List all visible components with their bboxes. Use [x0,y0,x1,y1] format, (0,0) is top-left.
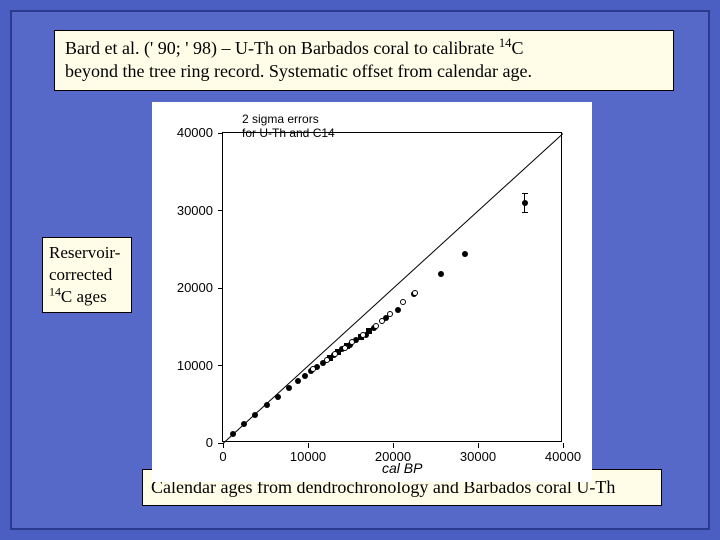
ylabel-sup: 14 [49,285,61,299]
slide-frame: Bard et al. (' 90; ' 98) – U-Th on Barba… [10,10,710,530]
x-tick-label: 0 [203,449,243,464]
data-point [295,378,301,384]
data-point [395,307,401,313]
data-point [438,271,444,277]
data-point [349,339,355,345]
data-point [522,200,528,206]
y-tick-label: 0 [163,435,213,450]
data-point [241,421,247,427]
data-point [387,311,393,317]
y-tick-label: 30000 [163,203,213,218]
y-tick-label: 40000 [163,125,213,140]
error-bar-cap [522,193,528,194]
x-tick-label: 10000 [288,449,328,464]
x-axis-title: cal BP [382,460,422,476]
data-point [310,366,316,372]
data-point [379,318,385,324]
y-tick [218,365,223,366]
y-tick [218,288,223,289]
y-tick [218,210,223,211]
x-tick [308,443,309,448]
title-caption-box: Bard et al. (' 90; ' 98) – U-Th on Barba… [54,30,674,91]
x-tick [393,443,394,448]
x-tick-label: 40000 [543,449,583,464]
data-point [373,323,379,329]
data-point [342,345,348,351]
data-point [400,299,406,305]
y-tick-label: 10000 [163,358,213,373]
data-point [366,328,372,334]
ylabel-line1: Reservoir- [49,243,120,262]
data-point [332,351,338,357]
data-point [230,431,236,437]
title-text-post: C [511,38,523,58]
data-point [302,373,308,379]
data-point [252,412,258,418]
y-tick [218,133,223,134]
x-tick-label: 30000 [458,449,498,464]
y-tick-label: 20000 [163,280,213,295]
scatter-chart: 2 sigma errors for U-Th and C14 01000020… [152,102,592,482]
data-point [286,385,292,391]
data-point [412,290,418,296]
data-point [324,357,330,363]
y-axis-caption-box: Reservoir- corrected 14C ages [42,237,132,313]
ylabel-line3: C ages [61,287,107,306]
title-text-line2: beyond the tree ring record. Systematic … [65,61,532,81]
x-tick [563,443,564,448]
title-text-pre: Bard et al. (' 90; ' 98) – U-Th on Barba… [65,38,499,58]
title-sup: 14 [499,36,512,50]
plot-box: 0100002000030000400000100002000030000400… [222,132,562,442]
x-tick [478,443,479,448]
error-bar-cap [522,212,528,213]
data-point [264,402,270,408]
diagonal-reference-line [223,133,564,444]
ylabel-line2: corrected [49,265,112,284]
data-point [462,251,468,257]
data-point [275,394,281,400]
legend-line1: 2 sigma errors [242,112,319,126]
